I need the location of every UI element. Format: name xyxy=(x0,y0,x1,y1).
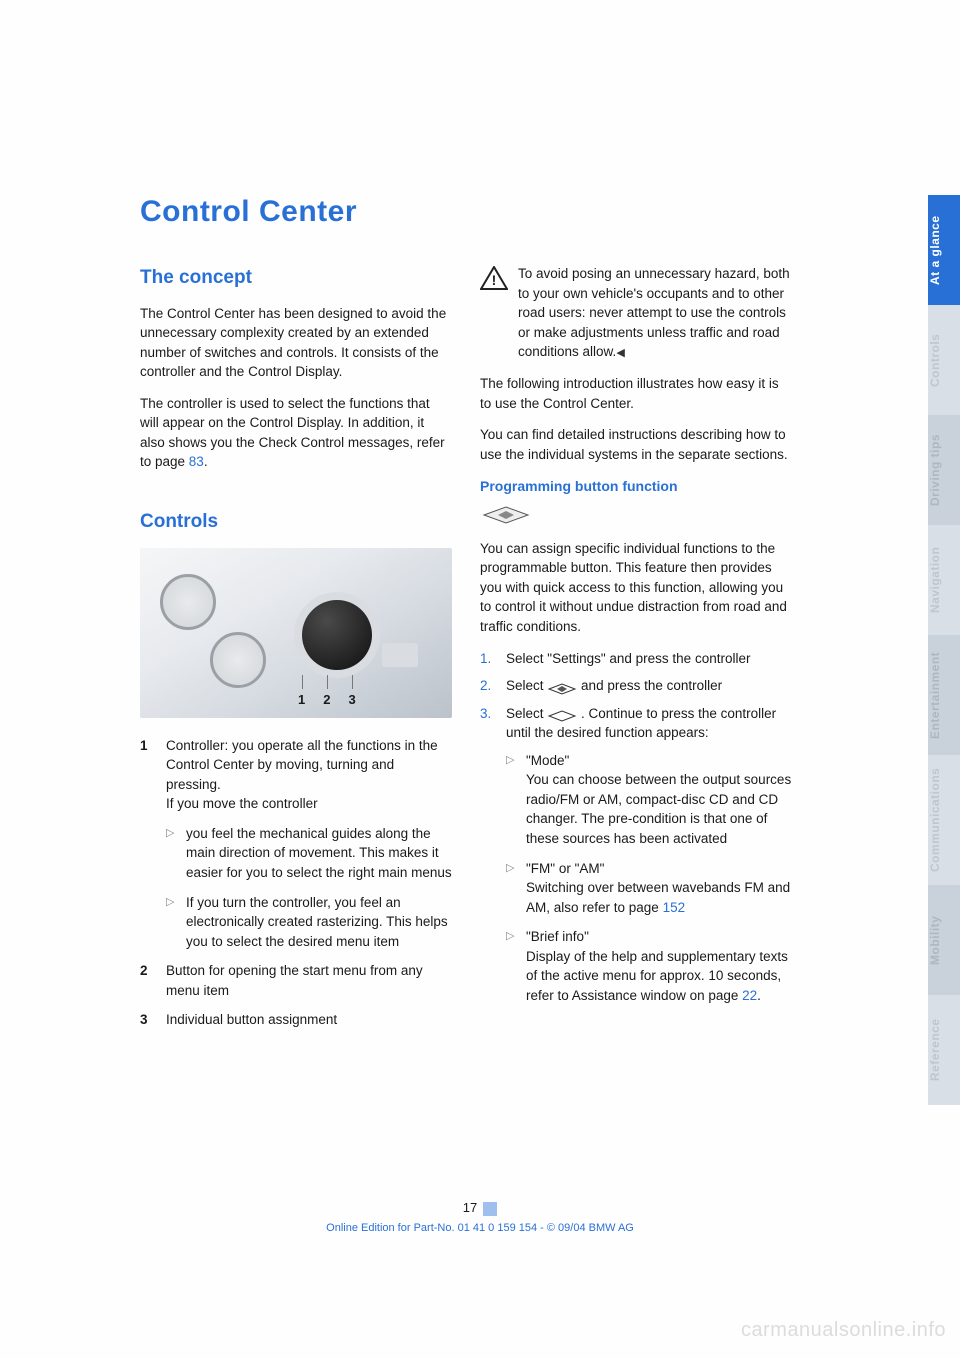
mode-desc: You can choose between the output source… xyxy=(526,772,791,846)
concept-p2b: . xyxy=(204,454,208,469)
callout-3: 3 xyxy=(348,691,355,710)
briefinfo-label: "Brief info" xyxy=(526,929,589,944)
svg-text:!: ! xyxy=(492,272,497,288)
page-number-value: 17 xyxy=(463,1200,477,1215)
step-num-1: 1. xyxy=(480,649,496,669)
side-tab[interactable]: Controls xyxy=(928,305,960,415)
list-item-2: 2 Button for opening the start menu from… xyxy=(140,961,452,1000)
briefinfo-desc-b: . xyxy=(757,988,761,1003)
list-text-1: Controller: you operate all the function… xyxy=(166,736,452,814)
fmam-label: "FM" or "AM" xyxy=(526,861,604,876)
side-tab[interactable]: Navigation xyxy=(928,525,960,635)
step2-text-a: Select xyxy=(506,678,547,693)
list-key-2: 2 xyxy=(140,961,152,1000)
warning-text: To avoid posing an unnecessary hazard, b… xyxy=(518,264,792,362)
page-ref-152[interactable]: 152 xyxy=(663,900,686,915)
cupholder-shape xyxy=(160,574,216,630)
callout-1: 1 xyxy=(298,691,305,710)
step3-text-a: Select xyxy=(506,706,547,721)
watermark: carmanualsonline.info xyxy=(741,1319,946,1342)
side-tab[interactable]: Entertainment xyxy=(928,635,960,755)
triangle-bullet-icon: ▷ xyxy=(506,927,516,1005)
concept-p2a: The controller is used to select the fun… xyxy=(140,396,445,470)
warning-icon: ! xyxy=(480,266,508,290)
sub-bullet: ▷ you feel the mechanical guides along t… xyxy=(166,824,452,883)
step-text-2: Select and press the controller xyxy=(506,676,792,696)
list-text-1b: If you move the controller xyxy=(166,796,318,811)
image-callouts: 1 2 3 xyxy=(298,691,356,710)
end-marker-icon: ◀ xyxy=(616,346,624,362)
fmam-desc-a: Switching over between wavebands FM and … xyxy=(526,880,790,915)
page-title: Control Center xyxy=(140,195,820,229)
cupholder-shape xyxy=(210,632,266,688)
page-content: Control Center The concept The Control C… xyxy=(140,195,820,1040)
page-ref-22[interactable]: 22 xyxy=(742,988,757,1003)
warning-text-content: To avoid posing an unnecessary hazard, b… xyxy=(518,266,790,359)
step-num-2: 2. xyxy=(480,676,496,696)
step-2: 2. Select and press the controller xyxy=(480,676,792,696)
side-tab[interactable]: Driving tips xyxy=(928,415,960,525)
side-tabs: At a glanceControlsDriving tipsNavigatio… xyxy=(928,195,960,1105)
controller-image: 1 2 3 xyxy=(140,548,452,718)
fmam-item: ▷ "FM" or "AM" Switching over between wa… xyxy=(506,859,792,918)
step-3: 3. Select . Continue to press the contro… xyxy=(480,704,792,743)
right-column: ! To avoid posing an unnecessary hazard,… xyxy=(480,264,792,1040)
callout-2: 2 xyxy=(323,691,330,710)
triangle-bullet-icon: ▷ xyxy=(166,824,176,883)
list-item-1: 1 Controller: you operate all the functi… xyxy=(140,736,452,814)
step-num-3: 3. xyxy=(480,704,496,743)
list-text-3: Individual button assignment xyxy=(166,1010,452,1030)
prog-intro: You can assign specific individual funct… xyxy=(480,539,792,637)
concept-p2: The controller is used to select the fun… xyxy=(140,394,452,472)
mode-label: "Mode" xyxy=(526,753,569,768)
columns: The concept The Control Center has been … xyxy=(140,264,820,1040)
controls-heading: Controls xyxy=(140,508,452,536)
list-item-3: 3 Individual button assignment xyxy=(140,1010,452,1030)
controller-knob xyxy=(302,600,372,670)
left-column: The concept The Control Center has been … xyxy=(140,264,452,1040)
list-key-3: 3 xyxy=(140,1010,152,1030)
side-tab[interactable]: At a glance xyxy=(928,195,960,305)
concept-heading: The concept xyxy=(140,264,452,292)
sub-bullet: ▷ If you turn the controller, you feel a… xyxy=(166,893,452,952)
sub-bullet-text: If you turn the controller, you feel an … xyxy=(186,893,452,952)
list-text-1a: Controller: you operate all the function… xyxy=(166,738,438,792)
flat-diamond-icon xyxy=(547,681,577,693)
briefinfo-text: "Brief info" Display of the help and sup… xyxy=(526,927,792,1005)
triangle-bullet-icon: ▷ xyxy=(166,893,176,952)
intro-p1: The following introduction illustrates h… xyxy=(480,374,792,413)
diamond-button-icon xyxy=(480,505,532,525)
fmam-text: "FM" or "AM" Switching over between wave… xyxy=(526,859,792,918)
step-text-1: Select "Settings" and press the controll… xyxy=(506,649,792,669)
triangle-bullet-icon: ▷ xyxy=(506,751,516,849)
step-text-3: Select . Continue to press the controlle… xyxy=(506,704,792,743)
list-key-1: 1 xyxy=(140,736,152,814)
outline-diamond-icon xyxy=(547,708,577,720)
step-1: 1. Select "Settings" and press the contr… xyxy=(480,649,792,669)
triangle-bullet-icon: ▷ xyxy=(506,859,516,918)
warning-block: ! To avoid posing an unnecessary hazard,… xyxy=(480,264,792,362)
sub-bullet-text: you feel the mechanical guides along the… xyxy=(186,824,452,883)
intro-p2: You can find detailed instructions descr… xyxy=(480,425,792,464)
page-ref-83[interactable]: 83 xyxy=(189,454,204,469)
side-tab[interactable]: Communications xyxy=(928,755,960,885)
mode-item: ▷ "Mode" You can choose between the outp… xyxy=(506,751,792,849)
step2-text-b: and press the controller xyxy=(581,678,722,693)
briefinfo-item: ▷ "Brief info" Display of the help and s… xyxy=(506,927,792,1005)
mode-text: "Mode" You can choose between the output… xyxy=(526,751,792,849)
controller-buttons xyxy=(382,643,418,667)
page-number: 17 xyxy=(0,1200,960,1216)
side-tab[interactable]: Mobility xyxy=(928,885,960,995)
concept-p1: The Control Center has been designed to … xyxy=(140,304,452,382)
programming-heading: Programming button function xyxy=(480,476,792,496)
side-tab[interactable]: Reference xyxy=(928,995,960,1105)
list-text-2: Button for opening the start menu from a… xyxy=(166,961,452,1000)
footer-line: Online Edition for Part-No. 01 41 0 159 … xyxy=(140,1222,820,1234)
page-number-bar xyxy=(483,1202,497,1216)
